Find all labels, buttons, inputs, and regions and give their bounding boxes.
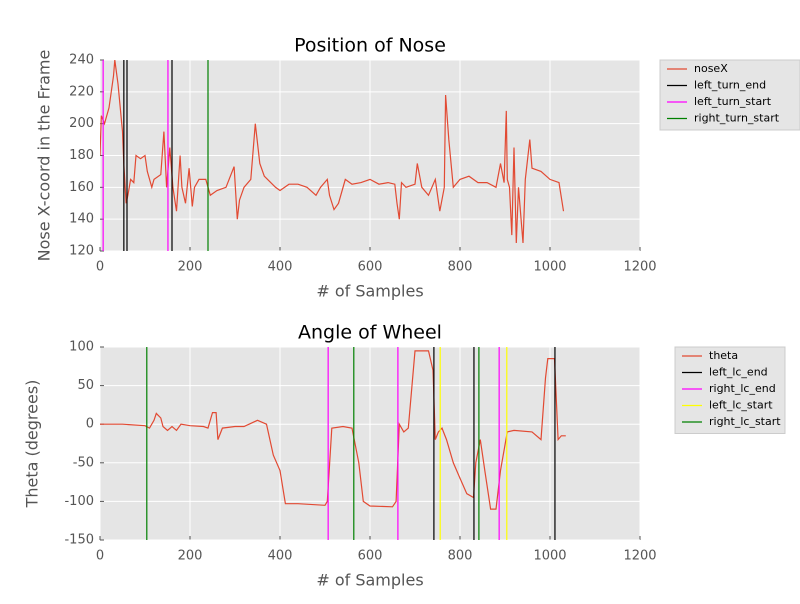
x-tick-label: 800 — [448, 260, 473, 275]
plot-layer — [100, 60, 565, 251]
y-tick-label: 120 — [69, 244, 94, 259]
plot-layer — [100, 347, 566, 540]
x-tick-label: 1000 — [533, 549, 566, 564]
x-axis-label: # of Samples — [316, 571, 423, 590]
x-tick-label: 800 — [448, 549, 473, 564]
x-tick-label: 1200 — [623, 549, 656, 564]
legend-label: left_lc_end — [709, 366, 768, 379]
legend-label: right_lc_start — [709, 415, 781, 428]
y-axis-label: Nose X-coord in the Frame — [35, 50, 54, 262]
chart-title: Angle of Wheel — [298, 322, 442, 344]
y-tick-label: -50 — [73, 455, 94, 470]
x-tick-label: 1200 — [623, 260, 656, 275]
y-tick-label: 240 — [69, 53, 94, 68]
legend-label: right_lc_end — [709, 382, 776, 395]
y-tick-label: 200 — [69, 116, 94, 131]
legend-box — [674, 346, 786, 434]
y-tick-label: 180 — [69, 148, 94, 163]
y-tick-label: 100 — [69, 340, 94, 355]
x-tick-label: 600 — [358, 260, 383, 275]
chart-title: Position of Nose — [294, 35, 446, 57]
x-tick-label: 0 — [96, 260, 104, 275]
x-tick-label: 400 — [268, 260, 293, 275]
x-tick-label: 200 — [178, 260, 203, 275]
y-tick-label: -150 — [64, 533, 94, 548]
x-tick-label: 200 — [178, 549, 203, 564]
legend-label: left_turn_end — [694, 79, 766, 92]
legend-label: left_lc_start — [709, 399, 773, 412]
legend-label: right_turn_start — [694, 112, 780, 125]
y-tick-label: -100 — [64, 494, 94, 509]
x-tick-label: 1000 — [533, 260, 566, 275]
x-tick-label: 400 — [268, 549, 293, 564]
x-axis-label: # of Samples — [316, 282, 423, 301]
y-tick-label: 160 — [69, 180, 94, 195]
data-line — [100, 350, 566, 510]
y-tick-label: 220 — [69, 84, 94, 99]
x-tick-label: 0 — [96, 549, 104, 564]
data-line — [100, 60, 565, 244]
y-tick-label: 0 — [86, 417, 94, 432]
y-axis-label: Theta (degrees) — [23, 380, 42, 509]
legend-label: theta — [709, 349, 738, 362]
x-tick-label: 600 — [358, 549, 383, 564]
legend-label: left_turn_start — [694, 95, 772, 108]
legend-label: noseX — [694, 62, 728, 75]
y-tick-label: 50 — [77, 378, 94, 393]
y-tick-label: 140 — [69, 212, 94, 227]
